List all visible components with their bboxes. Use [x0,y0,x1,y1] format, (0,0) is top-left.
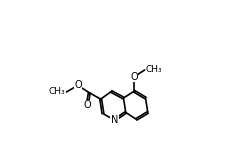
Text: O: O [83,100,91,110]
Text: O: O [130,72,138,82]
Text: O: O [74,80,82,90]
Text: CH₃: CH₃ [48,87,65,97]
Text: CH₃: CH₃ [146,65,162,74]
Text: N: N [111,115,118,125]
